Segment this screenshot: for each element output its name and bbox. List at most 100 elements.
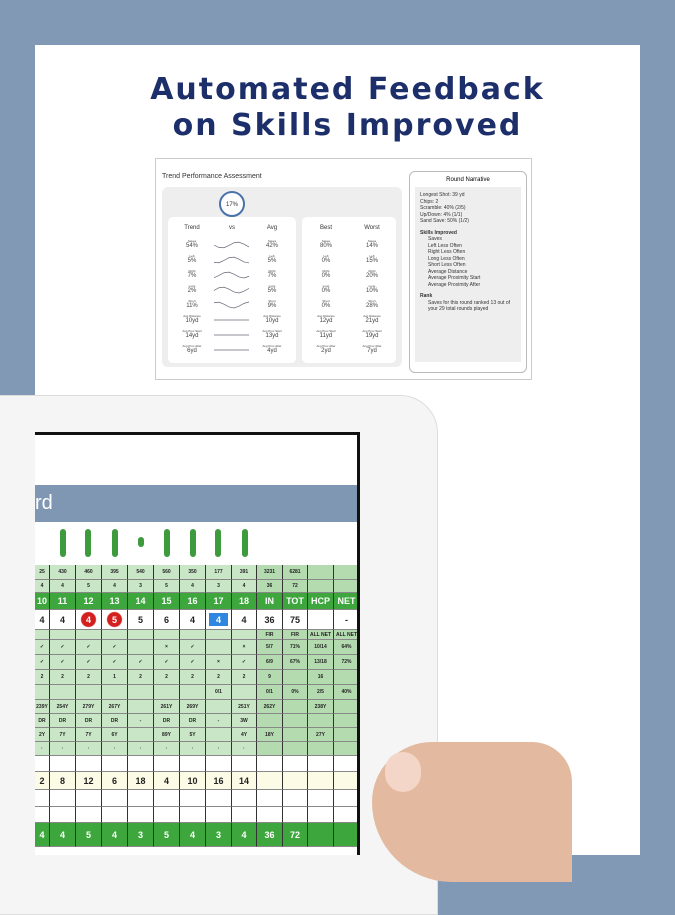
metric-label: Avg Distance xyxy=(317,314,335,318)
metric-cell: Avg Prox Start 14yd xyxy=(172,329,212,339)
score-cell xyxy=(154,790,180,807)
score-cell: 72% xyxy=(334,655,357,670)
metric-cell: Avg Prox Start 11yd xyxy=(306,329,346,339)
metric-label: Avg Prox Start xyxy=(182,329,202,333)
score-cell: · xyxy=(206,742,232,756)
sparkline xyxy=(213,301,250,309)
score-cell xyxy=(128,756,154,772)
score-cell xyxy=(154,630,180,640)
assessment-title: Trend Performance Assessment xyxy=(162,173,262,180)
metric-cell: Short 28% xyxy=(352,299,392,309)
score-cell: 279Y xyxy=(76,700,102,714)
narrative-stat: Sand Save: 50% (1/2) xyxy=(420,218,469,224)
score-cell: ✓ xyxy=(128,655,154,670)
score-cell: 460 xyxy=(76,565,102,580)
metric-cell: Short 0% xyxy=(306,299,346,309)
score-cell: 36 xyxy=(257,823,283,847)
score-cell xyxy=(334,790,357,807)
metric-label: Avg Distance xyxy=(363,314,381,318)
score-cell xyxy=(283,700,308,714)
metric-value: 10yd xyxy=(185,318,199,324)
metric-cell: Right 20% xyxy=(352,269,392,279)
score-cell xyxy=(308,807,334,823)
column-header: vs xyxy=(229,225,235,231)
score-cell: ALL NET xyxy=(334,630,357,640)
score-cell: 16 xyxy=(308,670,334,685)
metric-label: Avg Prox After xyxy=(316,344,336,348)
score-cell: 9 xyxy=(257,670,283,685)
metric-label: Avg Prox After xyxy=(262,344,282,348)
score-cell xyxy=(308,823,334,847)
metric-cell: Long 0% xyxy=(306,284,346,294)
score-cell: 395 xyxy=(102,565,128,580)
narrative-stat: Longest Shot: 39 yd xyxy=(420,192,465,198)
best-worst-column-group: Best Worst Saves 80% Saves 14% Left 0% Left 15% Ri… xyxy=(302,217,396,363)
score-cell: 18 xyxy=(128,772,154,790)
score-cell: 3W xyxy=(232,714,257,728)
score-cell: ✓ xyxy=(102,640,128,655)
score-cell: 4 xyxy=(206,610,232,630)
score-cell: 16 xyxy=(180,593,206,610)
metric-cell: Long 5% xyxy=(252,284,292,294)
metric-value: 21yd xyxy=(365,318,379,324)
score-cell xyxy=(180,630,206,640)
score-cell xyxy=(334,670,357,685)
sparkline xyxy=(213,256,250,264)
metric-label: Long xyxy=(188,284,196,288)
metric-label: Avg Distance xyxy=(183,314,201,318)
metric-cell: Long 2% xyxy=(172,284,212,294)
score-cell xyxy=(35,756,50,772)
score-cell: ✓ xyxy=(180,640,206,655)
score-cell: 3231 xyxy=(257,565,283,580)
metric-cell: Avg Prox Start 19yd xyxy=(352,329,392,339)
score-cell: DR xyxy=(35,714,50,728)
score-cell: 2Y xyxy=(35,728,50,742)
score-cell: 40% xyxy=(334,685,357,700)
score-cell: ✓ xyxy=(76,655,102,670)
score-cell xyxy=(334,807,357,823)
score-cell: · xyxy=(154,742,180,756)
hole-image xyxy=(138,537,144,547)
assessment-card: Trend Performance Assessment Trend vs Avg S… xyxy=(155,158,532,380)
score-cell: ✓ xyxy=(102,655,128,670)
metric-label: Saves xyxy=(187,239,197,243)
score-cell: 0/1 xyxy=(206,685,232,700)
score-cell: 5 xyxy=(102,610,128,630)
metric-label: Avg Prox Start xyxy=(362,329,382,333)
score-cell: 4 xyxy=(50,823,76,847)
score-cell: · xyxy=(35,742,50,756)
score-cell: 7Y xyxy=(50,728,76,742)
metric-label: Saves xyxy=(321,239,331,243)
metric-label: Short xyxy=(368,299,376,303)
skill-item: Saves xyxy=(428,236,442,242)
score-cell xyxy=(308,772,334,790)
score-cell xyxy=(232,756,257,772)
score-cell: · xyxy=(128,742,154,756)
score-cell: 72 xyxy=(283,580,308,593)
metric-value: 2% xyxy=(187,288,197,294)
metric-cell: Avg Distance 10yd xyxy=(172,314,212,324)
score-cell: ✓ xyxy=(35,640,50,655)
skill-item: Short Less Often xyxy=(428,262,466,268)
score-cell xyxy=(257,742,283,756)
score-cell: 5/7 xyxy=(257,640,283,655)
metric-label: Long xyxy=(268,284,276,288)
rank-title: Rank xyxy=(420,293,433,299)
score-cell: ALL NET xyxy=(308,630,334,640)
trend-column-group: Trend vs Avg Saves 54% Saves 42% Left 5% Left 5% Ri… xyxy=(168,217,296,363)
skill-item: Left Less Often xyxy=(428,242,462,249)
metric-cell: Avg Distance 12yd xyxy=(306,314,346,324)
score-cell: · xyxy=(180,742,206,756)
score-cell: 5 xyxy=(76,580,102,593)
score-cell: 2 xyxy=(128,670,154,685)
score-cell xyxy=(50,756,76,772)
metric-value: 0% xyxy=(321,258,331,264)
hole-image xyxy=(85,529,91,557)
score-cell xyxy=(334,565,357,580)
score-cell: 430 xyxy=(50,565,76,580)
skills-title: Skills Improved xyxy=(420,229,457,236)
score-cell: 75 xyxy=(283,610,308,630)
score-cell: 3 xyxy=(206,823,232,847)
score-cell xyxy=(206,640,232,655)
score-cell xyxy=(283,790,308,807)
